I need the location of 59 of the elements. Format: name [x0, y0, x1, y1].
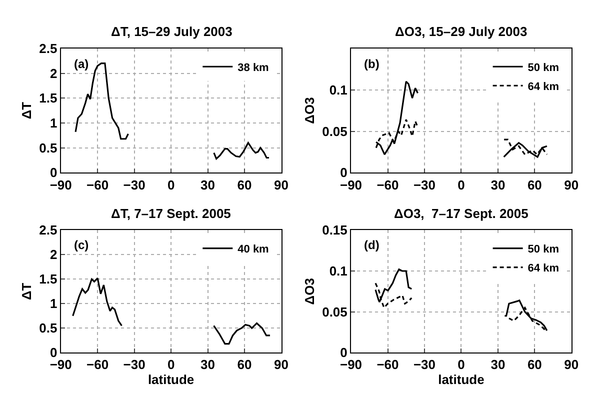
- y-tick-label: 0.5: [39, 320, 58, 336]
- y-axis-title: ΔO3: [302, 97, 318, 124]
- y-tick-label: 0.05: [322, 304, 348, 320]
- annotation: (b): [364, 57, 380, 71]
- y-tick-label: 0.15: [322, 222, 348, 238]
- x-tick-label: 60: [237, 357, 252, 372]
- y-tick-label: 1: [50, 116, 58, 131]
- x-tick-label: 30: [200, 177, 216, 192]
- y-tick-label: 0.05: [322, 124, 348, 139]
- annotation: (c): [74, 238, 89, 252]
- x-tick-label: −60: [86, 357, 109, 372]
- chart-title: ΔT, 7–17 Sept. 2005: [111, 206, 231, 221]
- legend-label: 64 km: [528, 80, 560, 93]
- y-tick-label: 0.1: [329, 264, 348, 279]
- chart-title: ΔO3, 7–17 Sept. 2005: [394, 206, 528, 221]
- legend-label: 40 km: [238, 244, 270, 256]
- x-tick-label: 30: [490, 177, 506, 192]
- y-axis-title: ΔT: [19, 282, 34, 300]
- x-tick-label: −30: [123, 177, 146, 192]
- y-tick-label: 0.1: [329, 82, 348, 98]
- legend-label: 38 km: [238, 62, 270, 74]
- x-tick-label: 60: [527, 357, 542, 372]
- x-tick-label: 0: [167, 177, 175, 192]
- x-tick-label: 0: [458, 177, 465, 192]
- y-tick-label: 2: [50, 247, 58, 262]
- x-tick-label: −60: [376, 177, 399, 192]
- chart-title: ΔO3, 15–29 July 2003: [395, 24, 528, 39]
- annotation: (a): [74, 57, 89, 71]
- x-tick-label: −60: [86, 177, 109, 192]
- x-axis-title: latitude: [438, 372, 484, 388]
- y-tick-label: 1: [50, 296, 58, 312]
- y-tick-label: 0.5: [39, 140, 58, 156]
- x-tick-label: 30: [200, 357, 216, 372]
- y-tick-label: 2: [50, 66, 58, 81]
- legend-label: 50 km: [528, 244, 560, 256]
- x-tick-label: 0: [458, 357, 465, 372]
- x-tick-label: 90: [274, 357, 288, 372]
- x-tick-label: 90: [564, 357, 579, 372]
- x-tick-label: 60: [527, 177, 542, 192]
- y-axis-title: ΔT: [19, 102, 34, 120]
- x-tick-label: 0: [167, 357, 175, 372]
- annotation: (d): [364, 238, 380, 252]
- chart-title: ΔT, 15–29 July 2003: [111, 24, 232, 39]
- x-tick-label: −30: [413, 177, 436, 192]
- x-tick-label: −30: [123, 357, 146, 372]
- y-axis-title: ΔO3: [302, 278, 318, 305]
- x-axis-title: latitude: [148, 372, 194, 388]
- x-tick-label: 90: [274, 177, 288, 192]
- x-tick-label: −30: [413, 357, 436, 372]
- y-tick-label: 2.5: [39, 40, 58, 56]
- y-tick-label: 1.5: [39, 272, 58, 287]
- x-tick-label: 90: [564, 177, 579, 192]
- y-tick-label: 2.5: [39, 222, 58, 238]
- x-tick-label: 30: [490, 357, 506, 372]
- legend-label: 50 km: [528, 62, 560, 74]
- y-tick-label: 1.5: [39, 90, 58, 106]
- x-tick-label: −60: [376, 357, 399, 372]
- x-tick-label: 60: [237, 177, 252, 192]
- legend-label: 64 km: [528, 262, 560, 275]
